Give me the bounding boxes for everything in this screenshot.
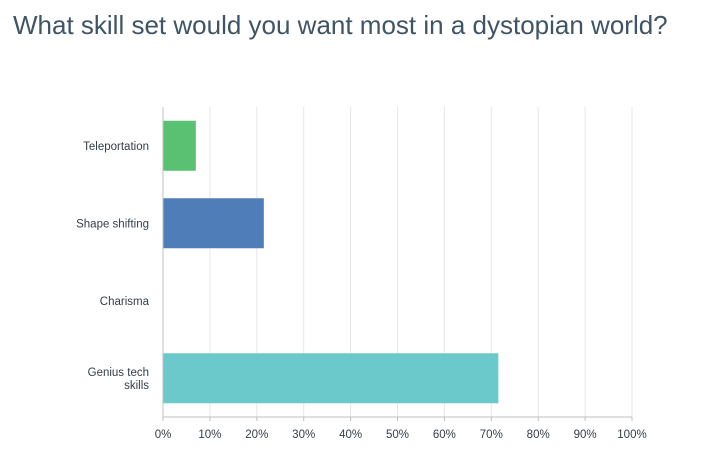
category-label: Teleportation [83,141,149,153]
category-label: Charisma [100,296,150,308]
category-labels: Teleportation Shape shifting Charisma Geniu… [76,141,149,392]
x-tick-label: 0% [155,429,172,441]
bars [163,120,499,404]
x-tick-label: 10% [198,429,221,441]
x-tick-label: 40% [339,429,362,441]
x-tick-label: 20% [245,429,268,441]
bar-genius-tech-skills [163,353,499,404]
chart-title: What skill set would you want most in a … [13,10,668,40]
x-tick-label: 80% [527,429,550,441]
x-tick-label: 90% [574,429,597,441]
category-label: Shape shifting [76,218,149,230]
bar-shape-shifting [163,198,264,249]
x-tick-label: 60% [433,429,456,441]
tick-labels: 0% 10% 20% 30% 40% 50% 60% 70% 80% 90% 100% [155,429,647,441]
axes [162,107,633,421]
bar-teleportation [163,120,196,171]
x-tick-label: 70% [480,429,503,441]
category-label: Genius tech skills [88,367,150,392]
x-tick-label: 50% [386,429,409,441]
x-tick-label: 100% [617,429,646,441]
x-tick-label: 30% [292,429,315,441]
